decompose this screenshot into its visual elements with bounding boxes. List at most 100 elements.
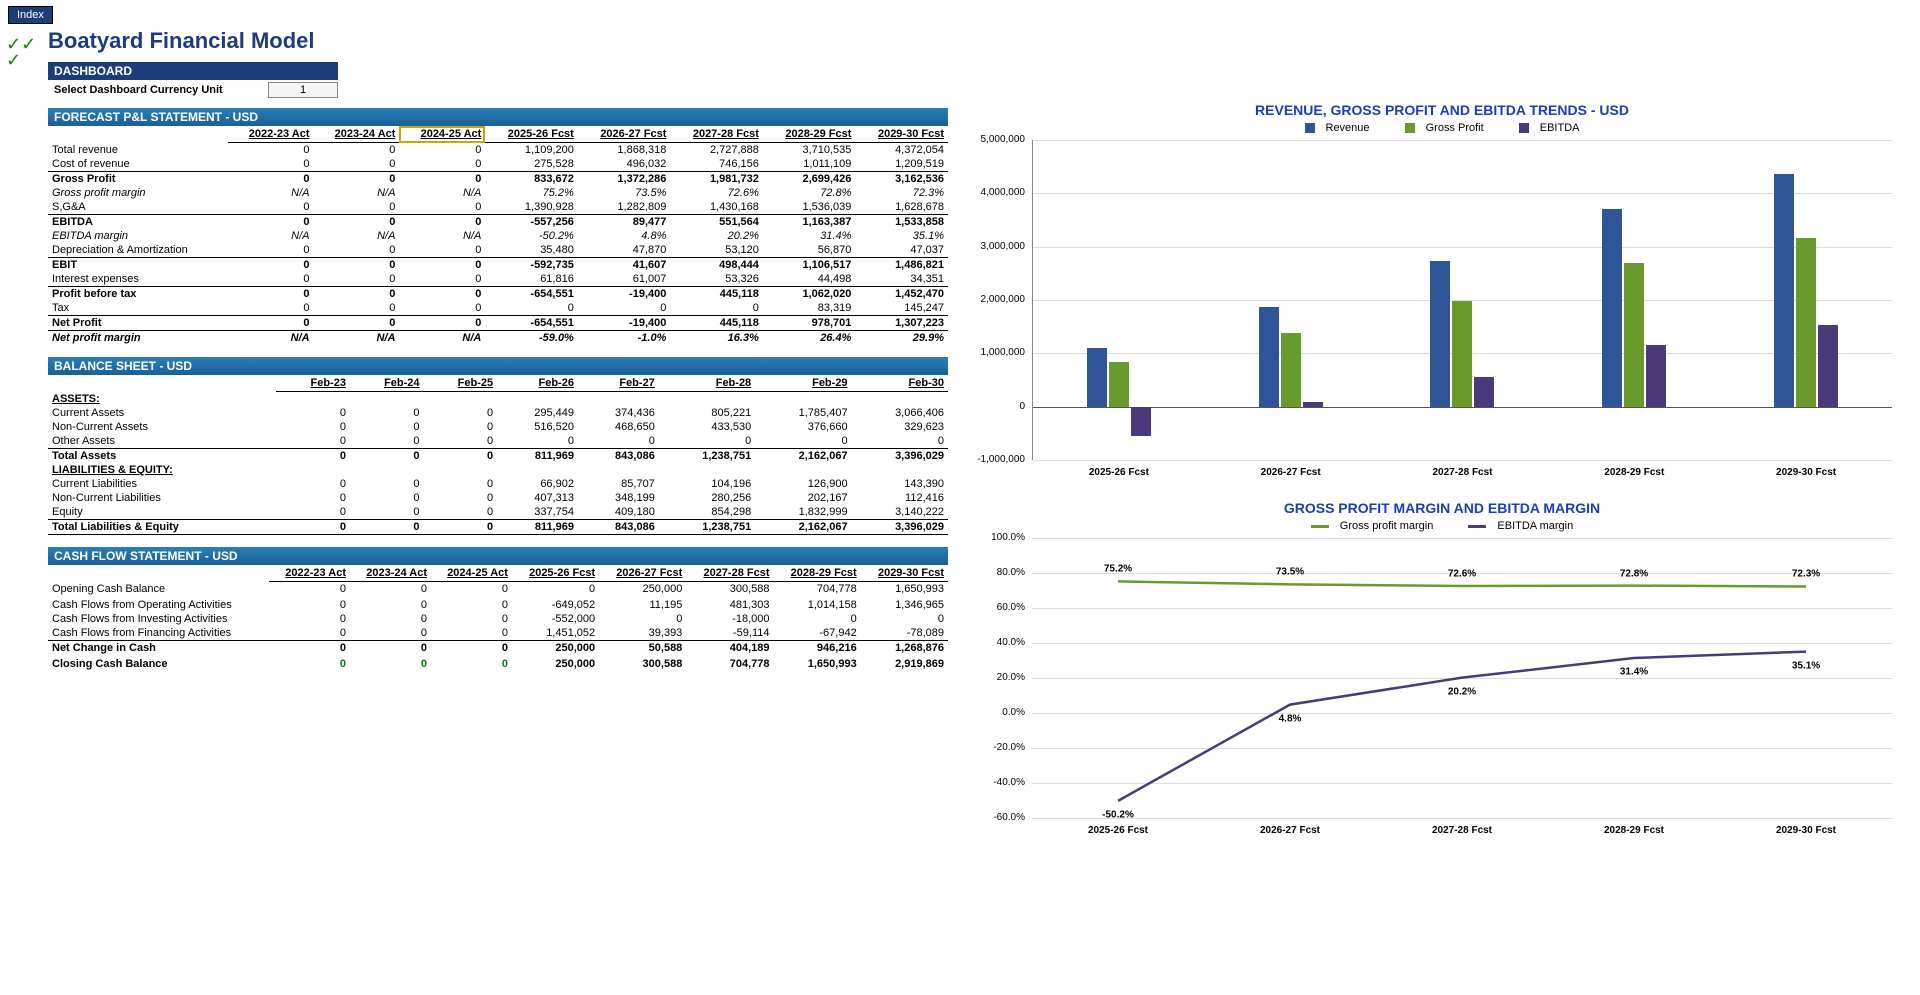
cell: 0 bbox=[578, 301, 671, 316]
bar-chart-title: REVENUE, GROSS PROFIT AND EBITDA TRENDS … bbox=[972, 102, 1912, 118]
row-label: Interest expenses bbox=[48, 272, 228, 287]
cell: 3,140,222 bbox=[852, 505, 948, 520]
cell: 0 bbox=[431, 657, 512, 671]
cell: 704,778 bbox=[774, 582, 861, 597]
x-axis-label: 2028-29 Fcst bbox=[1604, 825, 1664, 836]
pnl-header: FORECAST P&L STATEMENT - USD bbox=[48, 108, 948, 126]
cell: 3,710,535 bbox=[763, 143, 856, 158]
bar-revenue bbox=[1602, 209, 1622, 407]
cell: 34,351 bbox=[855, 272, 948, 287]
cell: 0 bbox=[659, 434, 755, 449]
cell: 0 bbox=[497, 434, 578, 449]
cell: 145,247 bbox=[855, 301, 948, 316]
row-label: Non-Current Liabilities bbox=[48, 491, 276, 505]
cell: -654,551 bbox=[485, 316, 578, 331]
bar-chart-legend: Revenue Gross Profit EBITDA bbox=[972, 122, 1912, 134]
cell: 26.4% bbox=[763, 331, 856, 346]
cell: 2,162,067 bbox=[755, 449, 851, 464]
col-header: 2026-27 Fcst bbox=[578, 126, 671, 143]
cell: 61,007 bbox=[578, 272, 671, 287]
col-header: Feb-30 bbox=[852, 375, 948, 392]
row-label: Cost of revenue bbox=[48, 157, 228, 172]
cell: 47,037 bbox=[855, 243, 948, 258]
y-axis-label: 100.0% bbox=[977, 532, 1025, 543]
cell: 0 bbox=[399, 258, 485, 273]
row-label: Net Profit bbox=[48, 316, 228, 331]
col-header bbox=[48, 126, 228, 143]
cell: 0 bbox=[424, 477, 498, 491]
cell: 0 bbox=[269, 612, 350, 626]
cell: 20.2% bbox=[670, 229, 763, 243]
bar-chart: -1,000,00001,000,0002,000,0003,000,0004,… bbox=[1032, 140, 1892, 460]
y-axis-label: 2,000,000 bbox=[973, 294, 1025, 305]
cf-header: CASH FLOW STATEMENT - USD bbox=[48, 547, 948, 565]
legend-ebitda-margin: EBITDA margin bbox=[1497, 520, 1573, 532]
cell: 1,238,751 bbox=[659, 449, 755, 464]
cell: 0 bbox=[424, 520, 498, 535]
x-axis-label: 2029-30 Fcst bbox=[1776, 467, 1836, 478]
cell: -18,000 bbox=[686, 612, 773, 626]
row-label: Equity bbox=[48, 505, 276, 520]
row-label: Other Assets bbox=[48, 434, 276, 449]
x-axis-label: 2025-26 Fcst bbox=[1088, 825, 1148, 836]
row-label: EBITDA bbox=[48, 215, 228, 230]
row-label: EBIT bbox=[48, 258, 228, 273]
col-header: 2023-24 Act bbox=[314, 126, 400, 143]
cell: 337,754 bbox=[497, 505, 578, 520]
data-label: 72.6% bbox=[1448, 568, 1476, 579]
cell: 946,216 bbox=[774, 641, 861, 656]
data-label: 4.8% bbox=[1279, 713, 1302, 724]
y-axis-label: 60.0% bbox=[977, 602, 1025, 613]
cell: 61,816 bbox=[485, 272, 578, 287]
currency-unit-input[interactable]: 1 bbox=[268, 82, 338, 98]
cell: 0 bbox=[276, 505, 350, 520]
data-label: -50.2% bbox=[1102, 809, 1134, 820]
cell: 1,650,993 bbox=[774, 657, 861, 671]
cell: -67,942 bbox=[774, 626, 861, 641]
cell: 481,303 bbox=[686, 598, 773, 612]
cell: 250,000 bbox=[512, 657, 599, 671]
cell: 0 bbox=[399, 157, 485, 172]
cell: 16.3% bbox=[670, 331, 763, 346]
cell: 280,256 bbox=[659, 491, 755, 505]
cell: 445,118 bbox=[670, 316, 763, 331]
col-header: Feb-29 bbox=[755, 375, 851, 392]
index-tab[interactable]: Index bbox=[8, 6, 53, 24]
cell: 2,727,888 bbox=[670, 143, 763, 158]
currency-unit-label: Select Dashboard Currency Unit bbox=[48, 84, 268, 96]
legend-gp-margin: Gross profit margin bbox=[1340, 520, 1434, 532]
row-label: Opening Cash Balance bbox=[48, 582, 269, 597]
cell: 104,196 bbox=[659, 477, 755, 491]
cell: 0 bbox=[399, 316, 485, 331]
y-axis-label: 0 bbox=[973, 401, 1025, 412]
cell: 376,660 bbox=[755, 420, 851, 434]
cell: 1,307,223 bbox=[855, 316, 948, 331]
bs-header: BALANCE SHEET - USD bbox=[48, 357, 948, 375]
cell: 143,390 bbox=[852, 477, 948, 491]
cell: 0 bbox=[228, 157, 314, 172]
cell: 0 bbox=[269, 657, 350, 671]
cell: 35.1% bbox=[855, 229, 948, 243]
cell: 468,650 bbox=[578, 420, 659, 434]
data-label: 73.5% bbox=[1276, 567, 1304, 578]
y-axis-label: 20.0% bbox=[977, 672, 1025, 683]
cell: 433,530 bbox=[659, 420, 755, 434]
cell: 843,086 bbox=[578, 449, 659, 464]
row-label: Cash Flows from Investing Activities bbox=[48, 612, 269, 626]
cell: 112,416 bbox=[852, 491, 948, 505]
col-header: 2024-25 Act bbox=[399, 126, 485, 143]
bar-ebitda bbox=[1303, 402, 1323, 407]
cell: 35,480 bbox=[485, 243, 578, 258]
cell: 0 bbox=[755, 434, 851, 449]
cell: 0 bbox=[228, 258, 314, 273]
cell: 0 bbox=[424, 505, 498, 520]
row-label: Depreciation & Amortization bbox=[48, 243, 228, 258]
row-label: Total Liabilities & Equity bbox=[48, 520, 276, 535]
y-axis-label: 0.0% bbox=[977, 707, 1025, 718]
col-header: Feb-27 bbox=[578, 375, 659, 392]
cell: 1,268,876 bbox=[861, 641, 948, 656]
data-label: 35.1% bbox=[1792, 660, 1820, 671]
cell: 0 bbox=[399, 287, 485, 302]
cell: 1,452,470 bbox=[855, 287, 948, 302]
bar-revenue bbox=[1259, 307, 1279, 407]
